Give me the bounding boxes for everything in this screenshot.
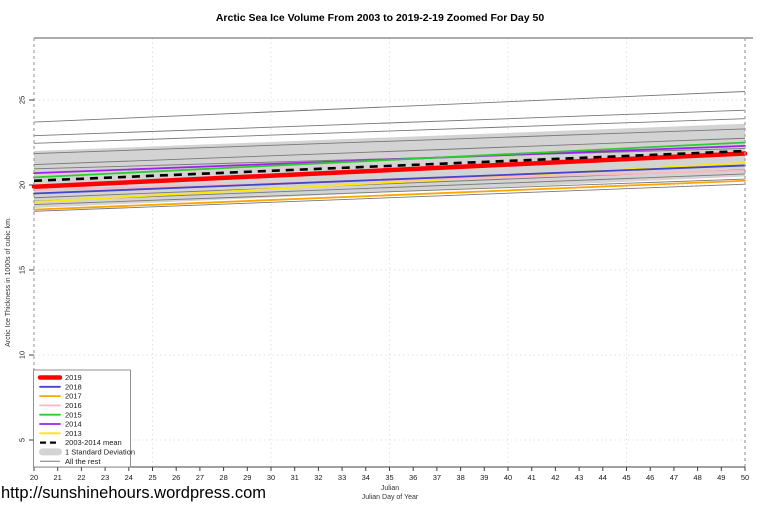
legend-label: All the rest [65, 457, 101, 466]
x-tick-label: 49 [717, 473, 725, 482]
chart-generated-content: 20 21 22 23 24 25 26 27 28 29 30 31 32 33 34 35 36 37 38 39… [18, 37, 753, 482]
x-tick-label: 23 [101, 473, 109, 482]
footer-url: http://sunshinehours.wordpress.com [1, 484, 267, 502]
x-tick-label: 21 [54, 473, 62, 482]
rest-year-line [33, 173, 746, 202]
grid [34, 38, 745, 467]
y-tick-label: 10 [18, 351, 27, 359]
x-tick-label: 28 [219, 473, 227, 482]
x-axis-subtitle: Julian Day of Year [362, 494, 419, 501]
legend-label: 2014 [65, 420, 82, 429]
series-2019-line [31, 151, 748, 189]
x-tick-label: 46 [646, 473, 654, 482]
y-axis-ticks: 5 10 15 20 25 [18, 96, 34, 442]
x-tick-label: 44 [599, 473, 607, 482]
x-tick-label: 29 [243, 473, 251, 482]
x-tick-label: 26 [172, 473, 180, 482]
x-tick-label: 33 [338, 473, 346, 482]
x-tick-label: 42 [551, 473, 559, 482]
x-tick-label: 20 [30, 473, 38, 482]
y-axis-title: Arctic Ice Thickness in 1000s of cubic k… [5, 217, 12, 347]
x-tick-label: 30 [267, 473, 275, 482]
x-tick-label: 38 [456, 473, 464, 482]
legend-label: 2003-2014 mean [65, 438, 122, 447]
rest-year-line [33, 178, 746, 205]
legend-label: 2015 [65, 410, 82, 419]
x-tick-label: 40 [504, 473, 512, 482]
x-axis-ticks: 20 21 22 23 24 25 26 27 28 29 30 31 32 33 34 35 36 37 38 39… [30, 467, 749, 482]
y-tick-label: 25 [18, 96, 27, 104]
series-2018-line [33, 164, 746, 195]
y-tick-label: 20 [18, 181, 27, 189]
mean-line [33, 149, 746, 183]
series-2017-line [33, 179, 746, 211]
x-tick-label: 41 [528, 473, 536, 482]
y-tick-label: 15 [18, 266, 27, 274]
legend-label: 2013 [65, 429, 82, 438]
legend-swatch-std-dev [39, 448, 62, 456]
y-tick-label: 5 [18, 438, 27, 442]
legend-label: 2016 [65, 401, 82, 410]
x-tick-label: 31 [291, 473, 299, 482]
rest-year-line [33, 91, 746, 123]
x-tick-label: 27 [196, 473, 204, 482]
x-tick-label: 22 [77, 473, 85, 482]
x-tick-label: 24 [125, 473, 133, 482]
series-2015-line [33, 141, 746, 179]
legend-label: 1 Standard Deviation [65, 448, 135, 457]
legend-label: 2017 [65, 392, 82, 401]
rest-year-line [33, 118, 746, 144]
legend-label: 2019 [65, 373, 82, 382]
x-tick-label: 36 [409, 473, 417, 482]
legend-label: 2018 [65, 382, 82, 391]
x-axis-title: Julian [381, 485, 399, 492]
x-tick-label: 43 [575, 473, 583, 482]
x-tick-label: 25 [148, 473, 156, 482]
x-tick-label: 34 [362, 473, 370, 482]
x-tick-label: 35 [385, 473, 393, 482]
x-tick-label: 37 [433, 473, 441, 482]
x-tick-label: 50 [741, 473, 749, 482]
rest-year-line [33, 183, 746, 212]
x-tick-label: 32 [314, 473, 322, 482]
rest-year-line [33, 109, 746, 137]
x-tick-label: 39 [480, 473, 488, 482]
x-tick-label: 45 [622, 473, 630, 482]
x-tick-label: 47 [670, 473, 678, 482]
x-tick-label: 48 [693, 473, 701, 482]
chart-title: Arctic Sea Ice Volume From 2003 to 2019-… [215, 12, 545, 24]
rest-year-line [33, 128, 746, 154]
rest-year-line [33, 137, 746, 166]
